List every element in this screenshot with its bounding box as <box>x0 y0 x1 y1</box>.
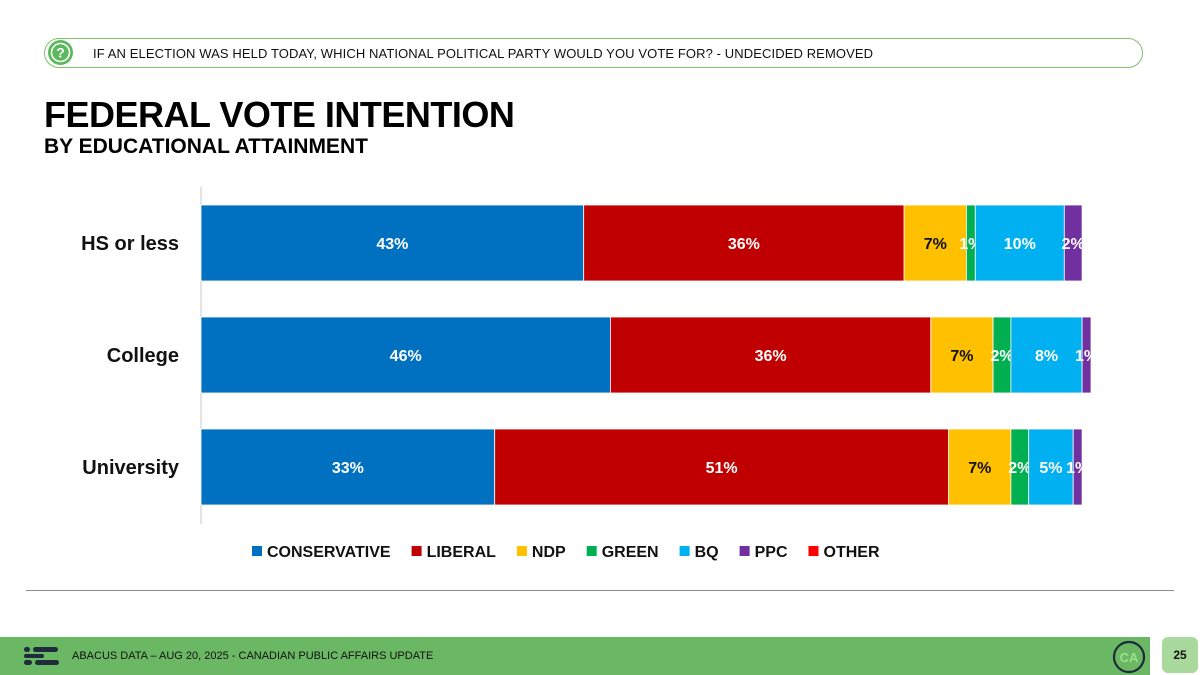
question-text: IF AN ELECTION WAS HELD TODAY, WHICH NAT… <box>93 46 874 61</box>
legend-swatch-other <box>808 546 819 556</box>
data-label: 36% <box>728 236 760 253</box>
legend-swatch-bq <box>679 546 690 556</box>
data-label: 5% <box>1039 460 1062 477</box>
chart-title: FEDERAL VOTE INTENTION <box>44 94 515 135</box>
data-label: 10% <box>1004 236 1036 253</box>
footer-text: ABACUS DATA – AUG 20, 2025 - CANADIAN PU… <box>72 650 434 662</box>
data-label: 2% <box>990 348 1013 365</box>
bar-segment-bq <box>1010 316 1083 394</box>
data-label: 46% <box>390 348 422 365</box>
ca-badge-icon: CA <box>1112 640 1146 674</box>
legend-swatch-ppc <box>739 546 750 556</box>
bar-segment-ndp <box>930 316 994 394</box>
divider <box>26 590 1174 591</box>
data-label: 7% <box>950 348 973 365</box>
legend-swatch-conservative <box>252 546 262 556</box>
bar-segment-liberal <box>494 428 950 506</box>
bar-segment-ndp <box>948 428 1012 506</box>
legend-label-other: OTHER <box>824 544 880 561</box>
ca-badge-text: CA <box>1120 650 1139 665</box>
stacked-bar-chart: HS or less 43% 36% 7% 1% 10% 2% College 46% 36% 7%… <box>81 187 1098 561</box>
category-label: College <box>107 345 179 367</box>
bar-segment-conservative <box>200 316 611 394</box>
legend-label-bq: BQ <box>695 544 719 561</box>
bar-segment-liberal <box>610 316 932 394</box>
data-label: 1% <box>1066 460 1089 477</box>
data-label: 2% <box>1062 236 1085 253</box>
bar-segment-ppc <box>1072 428 1083 506</box>
legend-label-liberal: LIBERAL <box>427 544 497 561</box>
bar-segment-bq <box>974 204 1065 282</box>
bar-segment-ndp <box>903 204 967 282</box>
data-label: 43% <box>376 236 408 253</box>
data-label: 7% <box>924 236 947 253</box>
data-label: 36% <box>755 348 787 365</box>
data-label: 2% <box>1008 460 1031 477</box>
question-banner: ? IF AN ELECTION WAS HELD TODAY, WHICH N… <box>44 38 1143 68</box>
bar-segment-ppc <box>1081 316 1092 394</box>
legend-label-conservative: CONSERVATIVE <box>267 544 391 561</box>
bar-segment-conservative <box>200 204 585 282</box>
data-label: 1% <box>1075 348 1098 365</box>
data-label: 8% <box>1035 348 1058 365</box>
bar-segment-ppc <box>1063 204 1083 282</box>
legend-swatch-liberal <box>411 546 422 556</box>
footer-bar: ABACUS DATA – AUG 20, 2025 - CANADIAN PU… <box>0 637 1150 675</box>
bar-segment-bq <box>1028 428 1074 506</box>
data-label: 51% <box>706 460 738 477</box>
abacus-logo-icon <box>24 647 59 665</box>
bar-segment-conservative <box>200 428 496 506</box>
legend-label-ppc: PPC <box>755 544 788 561</box>
page-number: 25 <box>1162 637 1198 673</box>
svg-text:?: ? <box>56 45 65 61</box>
data-label: 7% <box>968 460 991 477</box>
category-label: University <box>82 457 180 479</box>
legend-label-green: GREEN <box>602 544 659 561</box>
legend-swatch-green <box>586 546 597 556</box>
category-label: HS or less <box>81 233 179 255</box>
question-mark-icon: ? <box>48 40 73 65</box>
legend-swatch-ndp <box>516 546 527 556</box>
chart-subtitle: BY EDUCATIONAL ATTAINMENT <box>44 135 368 158</box>
data-label: 33% <box>332 460 364 477</box>
legend-label-ndp: NDP <box>532 544 566 561</box>
